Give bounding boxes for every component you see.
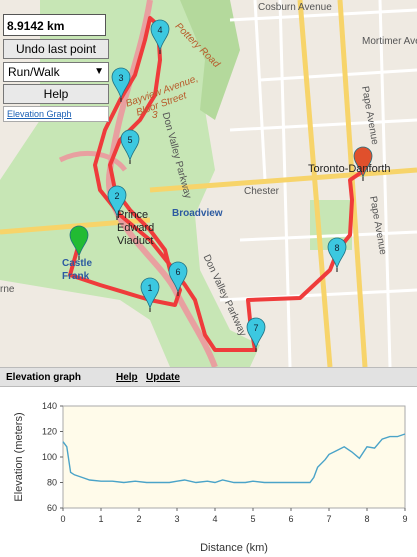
label-prince-2: Edward xyxy=(117,222,155,234)
label-prince-1: Prince xyxy=(117,209,149,221)
undo-last-point-button[interactable]: Undo last point xyxy=(3,39,109,59)
marker-pin-icon[interactable] xyxy=(111,67,131,100)
elevation-help-link[interactable]: Help xyxy=(116,372,138,383)
route-marker[interactable]: 7 xyxy=(246,317,266,352)
elevation-chart: 60 80 100 120 140 0 1 2 3 4 5 6 7 8 9 Distance (km) E… xyxy=(13,401,408,554)
y-axis-title: Elevation (meters) xyxy=(13,412,25,501)
label-toronto-danforth: Toronto-Danforth xyxy=(308,163,391,175)
route-marker[interactable]: 1 xyxy=(140,277,160,312)
mode-select[interactable]: Run/Walk ▼ xyxy=(3,62,109,82)
elevation-update-link[interactable]: Update xyxy=(146,372,180,383)
marker-label: 7 xyxy=(253,323,258,333)
route-marker[interactable] xyxy=(353,146,373,181)
marker-pin-icon[interactable] xyxy=(246,317,266,350)
y-tick-label: 60 xyxy=(47,503,57,513)
park-strip xyxy=(180,0,240,120)
marker-pin-icon[interactable] xyxy=(150,19,170,52)
marker-pin-icon[interactable] xyxy=(353,146,373,179)
label-castle-2: Frank xyxy=(62,271,90,282)
route-line xyxy=(68,16,364,352)
x-axis-title: Distance (km) xyxy=(200,542,268,554)
marker-pin-icon[interactable] xyxy=(327,237,347,270)
x-tick-label: 2 xyxy=(136,514,141,524)
chart-plot-area xyxy=(62,405,406,509)
route-marker[interactable]: 4 xyxy=(150,19,170,54)
elevation-graph-link[interactable]: Elevation Graph xyxy=(3,106,109,122)
route-marker[interactable]: 3 xyxy=(111,67,131,102)
marker-label: 6 xyxy=(175,267,180,277)
route-marker[interactable]: 5 xyxy=(120,129,140,164)
label-broadview: Broadview xyxy=(172,208,223,219)
help-button[interactable]: Help xyxy=(3,84,109,104)
marker-pin-icon[interactable] xyxy=(120,129,140,162)
label-rne: rne xyxy=(0,284,15,295)
route-marker[interactable] xyxy=(69,225,89,260)
marker-label: 3 xyxy=(118,73,123,83)
marker-pin-icon[interactable] xyxy=(69,225,89,258)
route-marker[interactable]: 8 xyxy=(327,237,347,272)
distance-display: 8.9142 km xyxy=(3,14,106,36)
marker-pin-icon[interactable] xyxy=(140,277,160,310)
elevation-line xyxy=(62,433,406,484)
label-castle-1: Castle xyxy=(62,258,93,269)
y-tick-label: 80 xyxy=(47,478,57,488)
elevation-graph-title: Elevation graph xyxy=(6,372,82,383)
x-tick-label: 5 xyxy=(250,514,255,524)
elevation-graph-bar: Elevation graph Help Update xyxy=(0,367,417,387)
marker-label: 5 xyxy=(127,135,132,145)
y-tick-label: 140 xyxy=(42,401,57,411)
marker-pin-icon[interactable] xyxy=(168,261,188,294)
x-tick-label: 7 xyxy=(326,514,331,524)
route-marker[interactable]: 6 xyxy=(168,261,188,296)
marker-label: 4 xyxy=(157,25,162,35)
ramp xyxy=(58,150,127,172)
x-tick-label: 4 xyxy=(212,514,217,524)
street-grid xyxy=(219,0,417,367)
x-tick-label: 1 xyxy=(98,514,103,524)
marker-pin-icon[interactable] xyxy=(107,185,127,218)
x-tick-label: 9 xyxy=(402,514,407,524)
label-cosburn: Cosburn Avenue xyxy=(258,2,332,13)
x-tick-label: 8 xyxy=(364,514,369,524)
y-tick-label: 120 xyxy=(42,427,57,437)
marker-label: 2 xyxy=(114,191,119,201)
route-marker[interactable]: 2 xyxy=(107,185,127,220)
label-prince-3: Viaduct xyxy=(117,235,154,247)
mode-select-value: Run/Walk xyxy=(8,65,60,79)
marker-label: 1 xyxy=(147,283,152,293)
x-tick-label: 3 xyxy=(174,514,179,524)
label-chester: Chester xyxy=(244,186,280,197)
x-tick-label: 0 xyxy=(60,514,65,524)
label-three: 3 xyxy=(152,110,158,121)
marker-label: 8 xyxy=(334,243,339,253)
y-tick-label: 100 xyxy=(42,452,57,462)
route-markers[interactable]: 4 3 5 2 6 1 7 8 xyxy=(69,19,373,352)
highway xyxy=(105,0,218,367)
chevron-down-icon: ▼ xyxy=(94,66,104,77)
x-tick-label: 6 xyxy=(288,514,293,524)
label-mortimer: Mortimer Ave xyxy=(362,36,417,47)
